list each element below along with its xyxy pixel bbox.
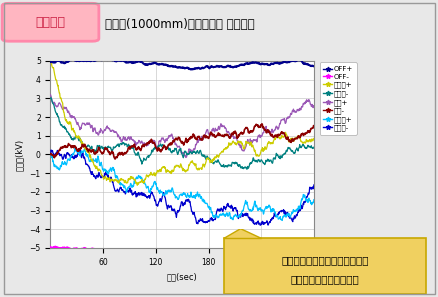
- Text: 一様にエリア除電が可能: 一様にエリア除電が可能: [290, 275, 358, 285]
- X-axis label: 時間(sec): 時間(sec): [166, 272, 197, 281]
- Legend: OFF+, OFF-, 右線下+, 右線下-, 中央+, 中央-, 左線下+, 左線下-: OFF+, OFF-, 右線下+, 右線下-, 中央+, 中央-, 左線下+, …: [319, 62, 356, 135]
- Text: 切替あり: 切替あり: [35, 16, 65, 29]
- Y-axis label: 帯電量(kV): 帯電量(kV): [15, 138, 24, 170]
- Text: 極性切替（数秒間隔）有りで、: 極性切替（数秒間隔）有りで、: [280, 255, 368, 265]
- FancyBboxPatch shape: [223, 238, 425, 294]
- Text: 力線内(1000mm)帯電量変化 切替有り: 力線内(1000mm)帯電量変化 切替有り: [105, 18, 254, 31]
- Polygon shape: [223, 229, 261, 238]
- FancyBboxPatch shape: [2, 3, 99, 41]
